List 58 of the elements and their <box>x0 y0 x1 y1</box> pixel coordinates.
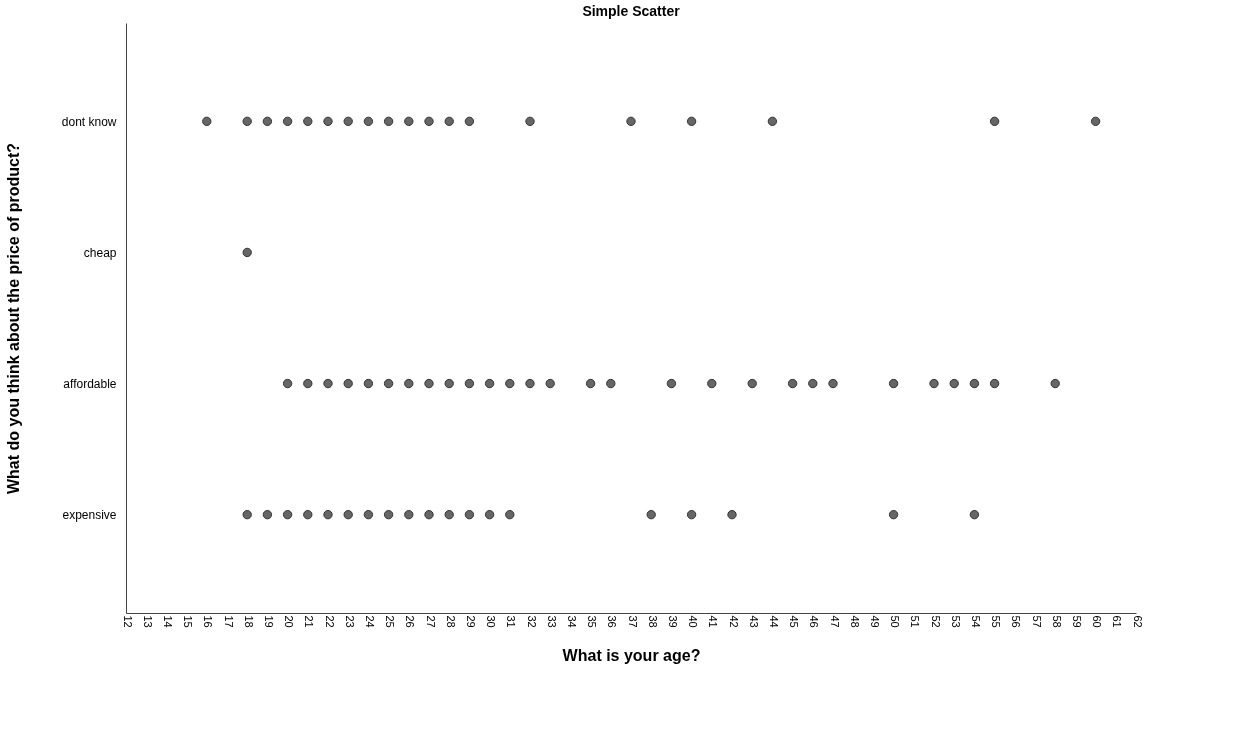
x-tick-label: 49 <box>868 615 881 628</box>
y-tick-label: dont know <box>61 114 117 129</box>
y-axis-title: What do you think about the price of product? <box>4 142 22 495</box>
x-tick-label: 58 <box>1050 615 1063 628</box>
x-tick-label: 15 <box>182 615 195 628</box>
x-tick-label: 27 <box>424 615 437 628</box>
x-tick-label: 44 <box>767 615 780 628</box>
x-tick-label: 53 <box>949 615 962 628</box>
x-tick-label: 13 <box>141 615 154 628</box>
y-tick-label: expensive <box>62 508 117 523</box>
x-tick-label: 55 <box>990 615 1003 628</box>
x-tick-label: 51 <box>909 615 922 628</box>
x-tick-label: 34 <box>565 615 578 628</box>
x-tick-label: 14 <box>161 615 174 628</box>
x-tick-label: 43 <box>747 615 760 628</box>
x-tick-label: 60 <box>1091 615 1104 628</box>
x-tick-label: 12 <box>121 615 134 628</box>
x-tick-label: 28 <box>444 615 457 628</box>
x-tick-label: 37 <box>626 615 639 628</box>
x-tick-label: 40 <box>687 615 700 628</box>
x-tick-label: 29 <box>464 615 477 628</box>
x-tick-label: 52 <box>929 615 942 628</box>
x-tick-label: 61 <box>1111 615 1124 628</box>
x-tick-label: 45 <box>788 615 801 628</box>
x-tick-label: 47 <box>828 615 841 628</box>
x-tick-label: 22 <box>323 615 336 628</box>
x-tick-label: 26 <box>404 615 417 628</box>
x-tick-label: 46 <box>808 615 821 628</box>
x-tick-label: 39 <box>666 615 679 628</box>
x-tick-label: 25 <box>384 615 397 628</box>
x-tick-label: 36 <box>606 615 619 628</box>
x-tick-label: 50 <box>889 615 902 628</box>
x-tick-label: 21 <box>303 615 316 628</box>
y-tick-label: cheap <box>83 245 117 260</box>
x-tick-label: 38 <box>646 615 659 628</box>
x-tick-label: 33 <box>545 615 558 628</box>
x-tick-label: 24 <box>363 615 376 628</box>
x-tick-label: 31 <box>505 615 518 628</box>
x-tick-label: 17 <box>222 615 235 628</box>
chart-title: Simple Scatter <box>582 3 681 19</box>
x-tick-label: 54 <box>969 615 982 628</box>
x-tick-label: 62 <box>1131 615 1144 628</box>
x-tick-label: 32 <box>525 615 538 628</box>
x-tick-label: 30 <box>485 615 498 628</box>
x-tick-label: 19 <box>262 615 275 628</box>
x-tick-label: 18 <box>242 615 255 628</box>
y-tick-label: affordable <box>63 377 117 392</box>
x-tick-label: 56 <box>1010 615 1023 628</box>
x-tick-label: 23 <box>343 615 356 628</box>
x-tick-label: 57 <box>1030 615 1043 628</box>
x-tick-label: 16 <box>202 615 215 628</box>
x-axis-title: What is your age? <box>562 646 701 664</box>
x-tick-label: 42 <box>727 615 740 628</box>
x-tick-label: 59 <box>1070 615 1083 628</box>
x-tick-label: 48 <box>848 615 861 628</box>
x-tick-label: 41 <box>707 615 720 628</box>
x-tick-label: 20 <box>283 615 296 628</box>
x-tick-label: 35 <box>586 615 599 628</box>
